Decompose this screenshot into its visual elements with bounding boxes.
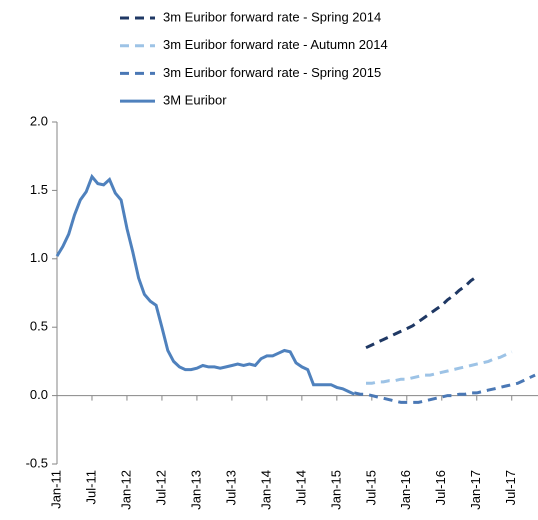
y-tick-label: 0.0 [30,387,48,402]
y-tick-label: 0.5 [30,319,48,334]
y-tick-label: 2.0 [30,113,48,128]
y-tick-label: 1.0 [30,250,48,265]
x-tick-label: Jul-11 [83,470,98,504]
series-line [366,350,513,385]
series-line [55,173,355,396]
x-tick-label: Jan-16 [398,470,413,510]
x-tick-label: Jan-17 [468,470,483,510]
legend-label: 3m Euribor forward rate - Spring 2014 [163,9,381,24]
x-tick-label: Jul-12 [153,470,168,505]
x-tick-label: Jul-17 [503,470,518,505]
legend-label: 3M Euribor [163,93,227,108]
x-tick-label: Jul-16 [433,470,448,505]
x-tick-label: Jul-15 [363,470,378,505]
x-tick-label: Jul-14 [293,470,308,505]
x-tick-label: Jan-15 [328,470,343,510]
x-tick-label: Jan-14 [258,470,273,510]
x-tick-label: Jan-13 [188,470,203,510]
series-line [365,275,478,350]
series-line [353,373,536,404]
legend-label: 3m Euribor forward rate - Spring 2015 [163,65,381,80]
y-tick-label: -0.5 [26,455,48,470]
x-tick-label: Jan-12 [118,470,133,510]
y-tick-label: 1.5 [30,182,48,197]
legend-label: 3m Euribor forward rate - Autumn 2014 [163,37,388,52]
x-tick-label: Jan-11 [48,470,63,509]
x-tick-label: Jul-13 [223,470,238,505]
